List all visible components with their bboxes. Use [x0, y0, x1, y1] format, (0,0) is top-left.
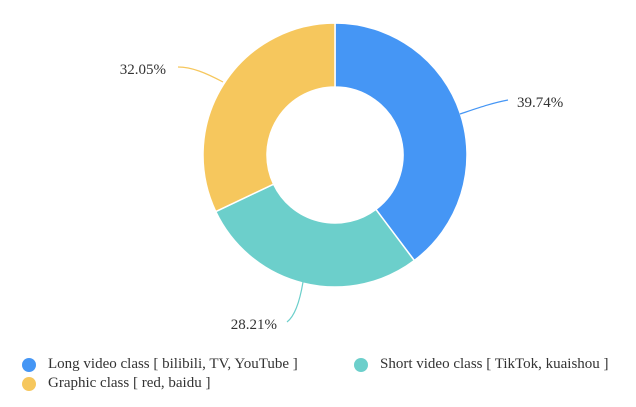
leader-line-short-video — [286, 281, 304, 323]
chart-legend: Long video class [ bilibili, TV, YouTube… — [22, 356, 632, 400]
data-label-graphic: 32.05% — [120, 62, 166, 78]
leader-line-graphic — [177, 66, 224, 83]
legend-item-graphic[interactable]: Graphic class [ red, baidu ] — [22, 375, 210, 392]
legend-swatch-short-video — [354, 357, 368, 372]
leader-line-long-video — [459, 99, 509, 115]
legend-label-graphic: Graphic class [ red, baidu ] — [48, 375, 211, 391]
legend-swatch-long-video — [22, 357, 36, 372]
pie-slice-short-video[interactable] — [214, 183, 416, 288]
legend-label-long-video: Long video class [ bilibili, TV, YouTube… — [48, 356, 298, 372]
data-label-short-video: 28.21% — [231, 317, 277, 333]
pie-slice-graphic[interactable] — [202, 22, 336, 213]
legend-label-short-video: Short video class [ TikTok, kuaishou ] — [380, 356, 609, 372]
legend-item-short-video[interactable]: Short video class [ TikTok, kuaishou ] — [354, 356, 609, 373]
legend-swatch-graphic — [22, 376, 36, 391]
legend-item-long-video[interactable]: Long video class [ bilibili, TV, YouTube… — [22, 356, 298, 373]
data-label-long-video: 39.74% — [517, 95, 563, 111]
pie-slice-long-video[interactable] — [334, 22, 468, 262]
